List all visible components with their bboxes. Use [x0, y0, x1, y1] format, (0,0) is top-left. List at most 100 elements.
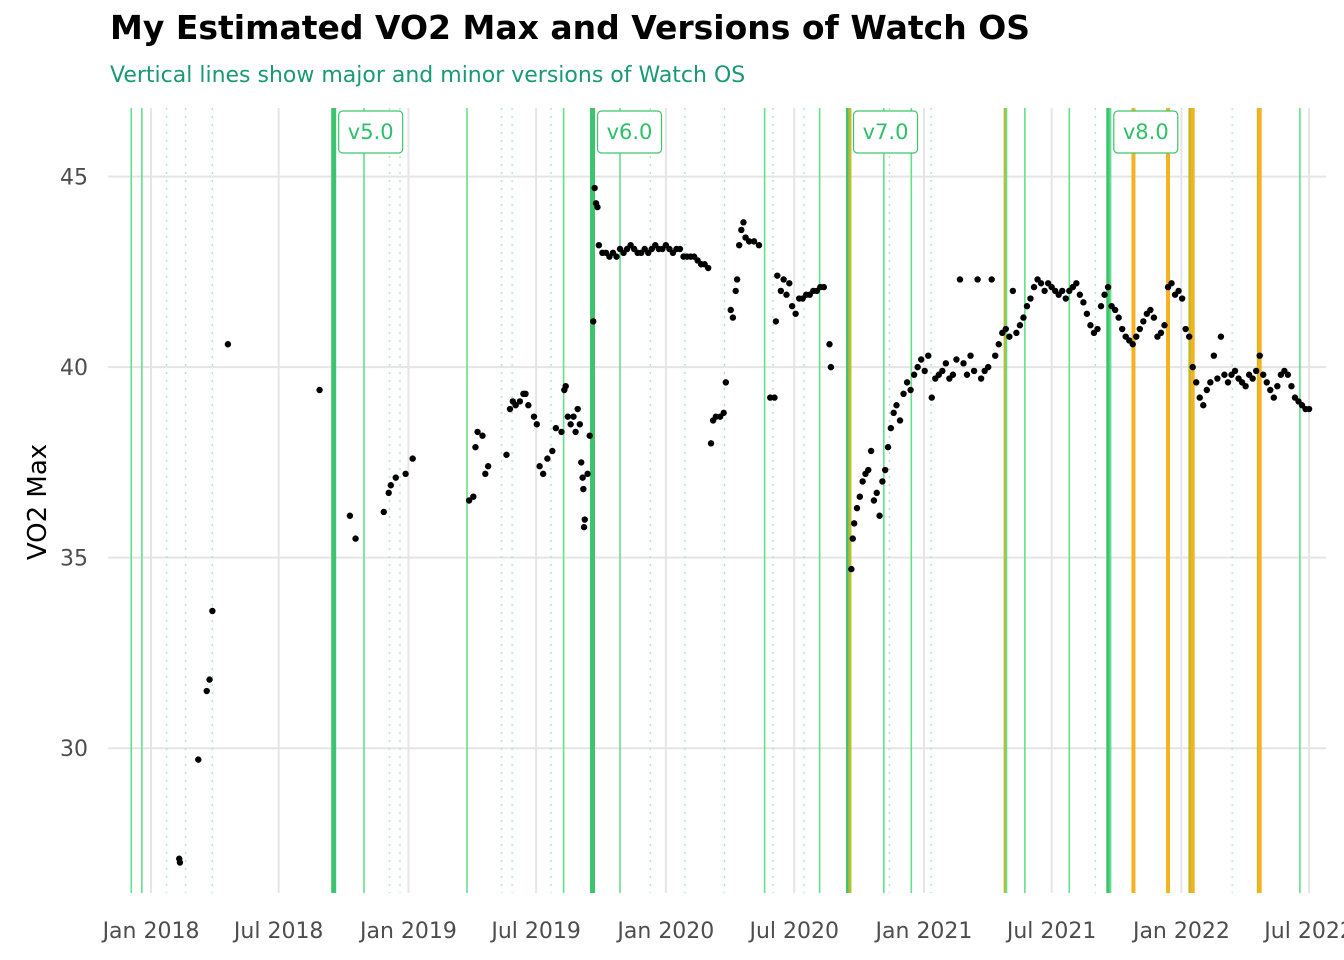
- data-point: [552, 424, 560, 432]
- data-point: [974, 276, 981, 283]
- data-point: [1288, 382, 1295, 390]
- data-point: [1101, 291, 1108, 298]
- data-point: [720, 409, 727, 417]
- data-point: [788, 302, 796, 310]
- chart-title: My Estimated VO2 Max and Versions of Wat…: [110, 8, 1031, 47]
- data-point: [733, 276, 741, 283]
- data-point: [967, 352, 974, 359]
- data-point: [925, 352, 932, 359]
- data-point: [1263, 379, 1270, 386]
- data-point: [1083, 310, 1091, 317]
- data-point: [995, 341, 1002, 348]
- data-point: [1217, 333, 1225, 340]
- data-point: [564, 413, 572, 420]
- data-point: [960, 360, 967, 367]
- data-point: [745, 238, 753, 245]
- data-point: [1242, 382, 1249, 390]
- data-point: [1111, 306, 1119, 314]
- data-point: [707, 440, 715, 447]
- data-point: [1062, 295, 1069, 302]
- data-point: [1168, 280, 1175, 287]
- data-point: [316, 386, 323, 394]
- data-point: [346, 512, 354, 519]
- data-point: [1185, 333, 1193, 340]
- data-point: [876, 512, 883, 519]
- data-point: [1076, 291, 1084, 298]
- data-point: [387, 482, 395, 489]
- data-point: [1284, 371, 1292, 378]
- data-point: [850, 520, 858, 527]
- grid-layer: [108, 108, 1326, 893]
- data-point: [903, 379, 911, 386]
- data-point: [1182, 325, 1189, 333]
- data-point: [1175, 287, 1182, 295]
- data-point: [893, 402, 900, 409]
- data-point: [865, 466, 872, 474]
- y-tick-label: 30: [60, 737, 88, 762]
- data-point: [859, 478, 866, 485]
- data-point: [470, 493, 477, 500]
- data-point: [867, 447, 875, 455]
- data-point: [676, 245, 684, 253]
- data-point: [409, 455, 416, 462]
- data-point: [992, 352, 999, 359]
- data-point: [1200, 402, 1207, 409]
- axis-labels-layer: Jan 2018 Jul 2018 Jan 2019 Jul 2019 Jan 2020…: [60, 166, 1344, 944]
- data-point: [1252, 367, 1260, 375]
- data-point: [1207, 379, 1214, 386]
- data-point: [1023, 302, 1031, 310]
- data-point: [1210, 352, 1218, 359]
- data-point: [536, 463, 543, 470]
- data-point: [352, 535, 359, 542]
- x-tick-label: Jul 2018: [232, 919, 324, 944]
- data-point: [1140, 318, 1147, 325]
- data-point: [581, 516, 588, 523]
- data-point: [750, 238, 758, 245]
- data-point: [772, 318, 780, 325]
- data-point: [558, 428, 565, 436]
- data-point: [910, 371, 918, 378]
- data-point: [884, 443, 892, 451]
- data-point: [1193, 379, 1200, 386]
- data-point: [896, 417, 904, 424]
- data-point: [939, 367, 946, 375]
- data-point: [977, 375, 985, 382]
- data-point: [576, 421, 584, 428]
- data-point: [736, 241, 743, 249]
- version-label-box: [1113, 110, 1179, 154]
- data-point: [1129, 341, 1136, 348]
- data-point: [474, 428, 481, 436]
- x-tick-label: Jul 2021: [1005, 919, 1097, 944]
- data-point: [774, 272, 781, 279]
- data-point: [533, 421, 541, 428]
- x-tick-label: Jul 2019: [489, 919, 581, 944]
- data-point: [1136, 325, 1144, 333]
- x-tick-label: Jan 2018: [101, 919, 200, 944]
- data-point: [786, 280, 793, 287]
- data-point: [882, 466, 889, 474]
- data-point: [1260, 371, 1267, 378]
- data-point: [1118, 325, 1126, 333]
- data-point: [402, 470, 409, 478]
- data-point: [586, 432, 593, 439]
- data-point: [928, 394, 935, 401]
- data-point: [963, 371, 971, 378]
- data-point: [1016, 322, 1024, 329]
- data-point: [516, 398, 524, 405]
- data-point: [732, 287, 739, 295]
- data-point: [942, 360, 950, 367]
- data-point: [1305, 405, 1313, 413]
- data-point: [549, 447, 556, 455]
- y-tick-label: 40: [60, 356, 88, 381]
- chart-subtitle: Vertical lines show major and minor vers…: [110, 63, 746, 88]
- x-tick-label: Jan 2021: [874, 919, 973, 944]
- data-point: [506, 405, 514, 413]
- data-point: [792, 310, 799, 317]
- version-label-box: [338, 110, 404, 154]
- data-point: [1080, 299, 1087, 306]
- data-point: [849, 535, 856, 542]
- data-point: [1037, 280, 1045, 287]
- version-label-box: [852, 110, 919, 154]
- data-point: [206, 676, 213, 683]
